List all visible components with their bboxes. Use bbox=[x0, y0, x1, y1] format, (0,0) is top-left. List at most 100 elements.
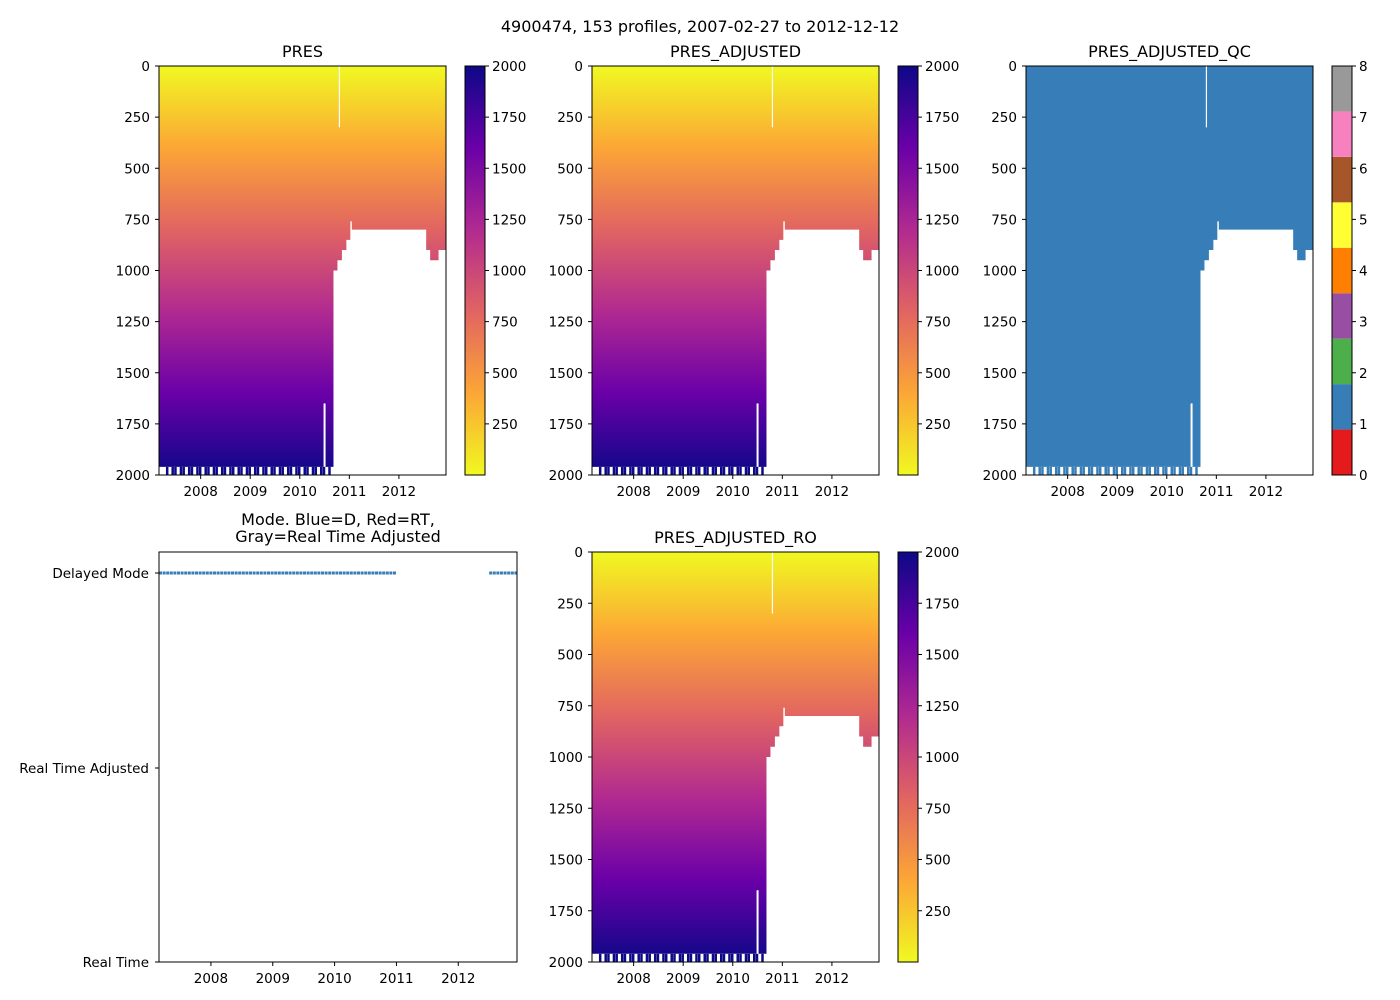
profile-tail bbox=[670, 953, 673, 962]
profile-tail bbox=[662, 953, 665, 962]
profile-tail bbox=[303, 466, 306, 475]
profile-tail bbox=[286, 466, 290, 475]
profile-tail bbox=[662, 466, 665, 475]
y-tick-label: 2000 bbox=[983, 468, 1017, 484]
profile-tail bbox=[182, 466, 185, 475]
profile-tail bbox=[1164, 466, 1168, 475]
profile-tail bbox=[319, 466, 323, 475]
panel-title: PRES_ADJUSTED_RO bbox=[654, 528, 817, 548]
profile-tail bbox=[1071, 466, 1074, 475]
colorbar-tick-label: 1250 bbox=[492, 212, 526, 228]
colorbar-swatch bbox=[1332, 247, 1352, 294]
profile-tail bbox=[719, 953, 723, 962]
y-tick-label: 250 bbox=[557, 110, 583, 126]
profile-tail bbox=[761, 953, 764, 962]
profile-tail bbox=[648, 466, 651, 475]
profile-tail bbox=[240, 466, 243, 475]
profile-tail bbox=[1104, 466, 1107, 475]
y-tick-label: 750 bbox=[124, 212, 150, 228]
colorbar-tick-label: 1500 bbox=[925, 161, 959, 177]
profile-tail bbox=[681, 466, 684, 475]
profile-tail bbox=[752, 466, 756, 475]
colorbar-tick-label: 1750 bbox=[925, 110, 959, 126]
profile-tail bbox=[623, 466, 627, 475]
profile-tail bbox=[273, 466, 276, 475]
profile-tail bbox=[1178, 466, 1182, 475]
y-tick-label: 1500 bbox=[983, 366, 1017, 382]
profile-tail bbox=[179, 466, 183, 475]
profile-tail bbox=[722, 466, 726, 475]
profile-tail bbox=[1032, 466, 1036, 475]
x-tick-label: 2008 bbox=[1050, 484, 1084, 500]
missing-profile bbox=[1190, 403, 1193, 467]
profile-tail bbox=[1090, 466, 1094, 475]
profile-tail bbox=[262, 466, 265, 475]
y-tick-label: 1000 bbox=[983, 264, 1017, 280]
y-tick-label: 1250 bbox=[983, 315, 1017, 331]
profile-tail bbox=[270, 466, 273, 475]
x-tick-label: 2012 bbox=[382, 484, 416, 500]
y-tick-label: 250 bbox=[124, 110, 150, 126]
y-tick-label: 500 bbox=[991, 161, 1017, 177]
profile-tail bbox=[1153, 466, 1157, 475]
profile-tail bbox=[1074, 466, 1077, 475]
axes-frame bbox=[158, 551, 518, 963]
colorbar-tick-label: 1750 bbox=[925, 596, 959, 612]
profile-tail bbox=[174, 466, 177, 475]
y-tick-label: 1750 bbox=[549, 904, 583, 920]
profile-tail bbox=[231, 466, 235, 475]
x-tick-label: 2008 bbox=[183, 484, 217, 500]
profile-tail bbox=[703, 466, 706, 475]
profile-tail bbox=[673, 466, 676, 475]
y-tick-label: 1500 bbox=[549, 366, 583, 382]
colorbar-swatch bbox=[1332, 202, 1352, 248]
panel-title: PRES_ADJUSTED_QC bbox=[1088, 42, 1251, 62]
profile-tail bbox=[289, 466, 293, 475]
profile-tail bbox=[1115, 466, 1118, 475]
profile-tail bbox=[706, 953, 709, 962]
profile-tail bbox=[1189, 466, 1193, 475]
profile-tail bbox=[629, 466, 632, 475]
colorbar-tick-label: 8 bbox=[1359, 59, 1368, 75]
profile-tail bbox=[278, 466, 282, 475]
profile-tail bbox=[615, 953, 618, 962]
profile-tail bbox=[306, 466, 309, 475]
y-tick-label: 0 bbox=[141, 59, 150, 75]
y-tick-label: 1250 bbox=[549, 801, 583, 817]
profile-tail bbox=[198, 466, 202, 475]
colorbar-tick-label: 1000 bbox=[925, 264, 959, 280]
x-tick-label: 2009 bbox=[666, 484, 700, 500]
profile-tail bbox=[664, 953, 668, 962]
profile-tail bbox=[739, 953, 742, 962]
colorbar-tick-label: 250 bbox=[492, 417, 518, 433]
missing-profile bbox=[323, 403, 326, 467]
y-tick-label: 2000 bbox=[116, 468, 150, 484]
profile-tail bbox=[1082, 466, 1085, 475]
profile-tail bbox=[631, 953, 635, 962]
x-tick-label: 2010 bbox=[317, 971, 351, 987]
colorbar-tick-label: 1250 bbox=[925, 212, 959, 228]
profile-tail bbox=[670, 466, 673, 475]
profile-tail bbox=[1096, 466, 1099, 475]
colorbar-tick-label: 500 bbox=[925, 366, 951, 382]
profile-tail bbox=[697, 466, 701, 475]
heatmap-field bbox=[159, 66, 446, 467]
x-tick-label: 2010 bbox=[1150, 484, 1184, 500]
x-tick-label: 2012 bbox=[815, 971, 849, 987]
y-tick-label: 1000 bbox=[549, 264, 583, 280]
y-tick-label: 250 bbox=[557, 596, 583, 612]
y-tick-label: 1000 bbox=[116, 264, 150, 280]
colorbar-tick-label: 7 bbox=[1359, 110, 1368, 126]
profile-tail bbox=[645, 953, 649, 962]
colorbar-tick-label: 2000 bbox=[925, 545, 959, 561]
colorbar-tick-label: 1000 bbox=[492, 264, 526, 280]
profile-tail bbox=[656, 953, 660, 962]
heatmap-field bbox=[592, 66, 879, 467]
y-tick-label: 1000 bbox=[549, 750, 583, 766]
y-tick-label: Delayed Mode bbox=[52, 566, 149, 582]
profile-tail bbox=[1107, 466, 1110, 475]
profile-tail bbox=[1173, 466, 1176, 475]
profile-tail bbox=[730, 466, 734, 475]
colorbar-tick-label: 1500 bbox=[492, 161, 526, 177]
profile-tail bbox=[615, 466, 618, 475]
